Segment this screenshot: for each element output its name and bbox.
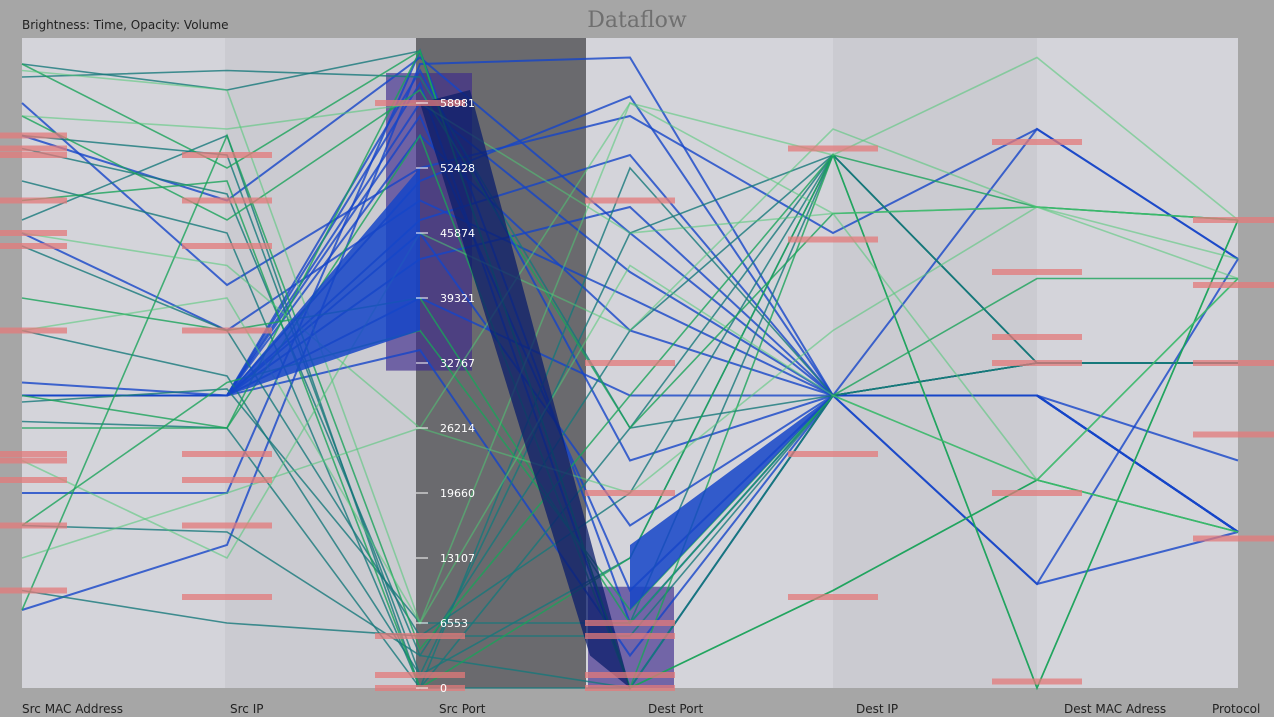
- highlight-bar: [182, 243, 272, 249]
- highlight-bar: [585, 197, 675, 204]
- highlight-bar: [1193, 282, 1274, 288]
- tick-label: 26214: [440, 422, 475, 435]
- highlight-bar: [182, 522, 272, 529]
- highlight-bar: [1193, 217, 1274, 223]
- highlight-bar: [0, 457, 67, 464]
- axis-label-dest-ip[interactable]: Dest IP: [856, 702, 899, 716]
- tick-label: 32767: [440, 357, 475, 370]
- tick-label: 0: [440, 682, 447, 695]
- highlight-bar: [0, 477, 67, 483]
- highlight-bar: [585, 685, 675, 691]
- tick-label: 19660: [440, 487, 475, 500]
- highlight-bar: [182, 197, 272, 204]
- tick-label: 58981: [440, 97, 475, 110]
- highlight-bar: [585, 620, 675, 626]
- highlight-bar: [992, 334, 1082, 340]
- tick-label: 13107: [440, 552, 475, 565]
- series-line: [21, 69, 1239, 626]
- highlight-bar: [0, 451, 67, 457]
- highlight-bar: [788, 594, 878, 600]
- highlight-bar: [182, 594, 272, 600]
- highlight-bar: [992, 678, 1082, 685]
- highlight-bar: [0, 243, 67, 249]
- highlight-bar: [585, 490, 675, 496]
- axis-label-protocol[interactable]: Protocol: [1212, 702, 1261, 716]
- flow-band: [420, 90, 630, 688]
- axis-label-src-port[interactable]: Src Port: [439, 702, 486, 716]
- highlight-bar: [1193, 431, 1274, 438]
- highlight-bar: [0, 522, 67, 529]
- flow-wedge-dest: [630, 395, 833, 610]
- tick-label: 52428: [440, 162, 475, 175]
- axis-label-dest-port[interactable]: Dest Port: [648, 702, 704, 716]
- highlight-bar: [0, 132, 67, 139]
- highlight-bar: [585, 672, 675, 678]
- highlight-bar: [992, 360, 1082, 366]
- axis-label-src-ip[interactable]: Src IP: [230, 702, 264, 716]
- highlight-bar: [992, 139, 1082, 145]
- highlight-bar: [788, 451, 878, 457]
- tick-label: 39321: [440, 292, 475, 305]
- highlight-bar: [375, 672, 465, 678]
- axis-label-src-mac[interactable]: Src MAC Address: [22, 702, 124, 716]
- axis-label-dest-mac[interactable]: Dest MAC Adress: [1064, 702, 1167, 716]
- highlight-bar: [0, 587, 67, 594]
- series-line: [21, 128, 1239, 560]
- series-line: [21, 133, 1239, 691]
- highlight-bar: [585, 360, 675, 366]
- chart-subtitle: Brightness: Time, Opacity: Volume: [22, 18, 229, 32]
- highlight-bar: [0, 327, 67, 334]
- flow-wedge: [227, 168, 420, 396]
- highlight-bar: [182, 451, 272, 457]
- highlight-bar: [1193, 360, 1274, 366]
- highlight-bar: [182, 152, 272, 158]
- highlight-bar: [992, 269, 1082, 275]
- highlight-bar: [788, 145, 878, 152]
- highlight-bar: [585, 633, 675, 639]
- highlight-bar: [1193, 535, 1274, 542]
- tick-label: 6553: [440, 617, 468, 630]
- highlight-bar: [992, 490, 1082, 496]
- highlight-bar: [182, 327, 272, 334]
- chart-title: Dataflow: [587, 8, 687, 33]
- highlight-bar: [0, 152, 67, 158]
- highlight-bar: [788, 236, 878, 243]
- tick-label: 45874: [440, 227, 475, 240]
- highlight-bar: [0, 197, 67, 204]
- highlight-bar: [375, 633, 465, 639]
- highlight-bar: [0, 145, 67, 152]
- highlight-bar: [182, 477, 272, 483]
- highlight-bar: [0, 230, 67, 236]
